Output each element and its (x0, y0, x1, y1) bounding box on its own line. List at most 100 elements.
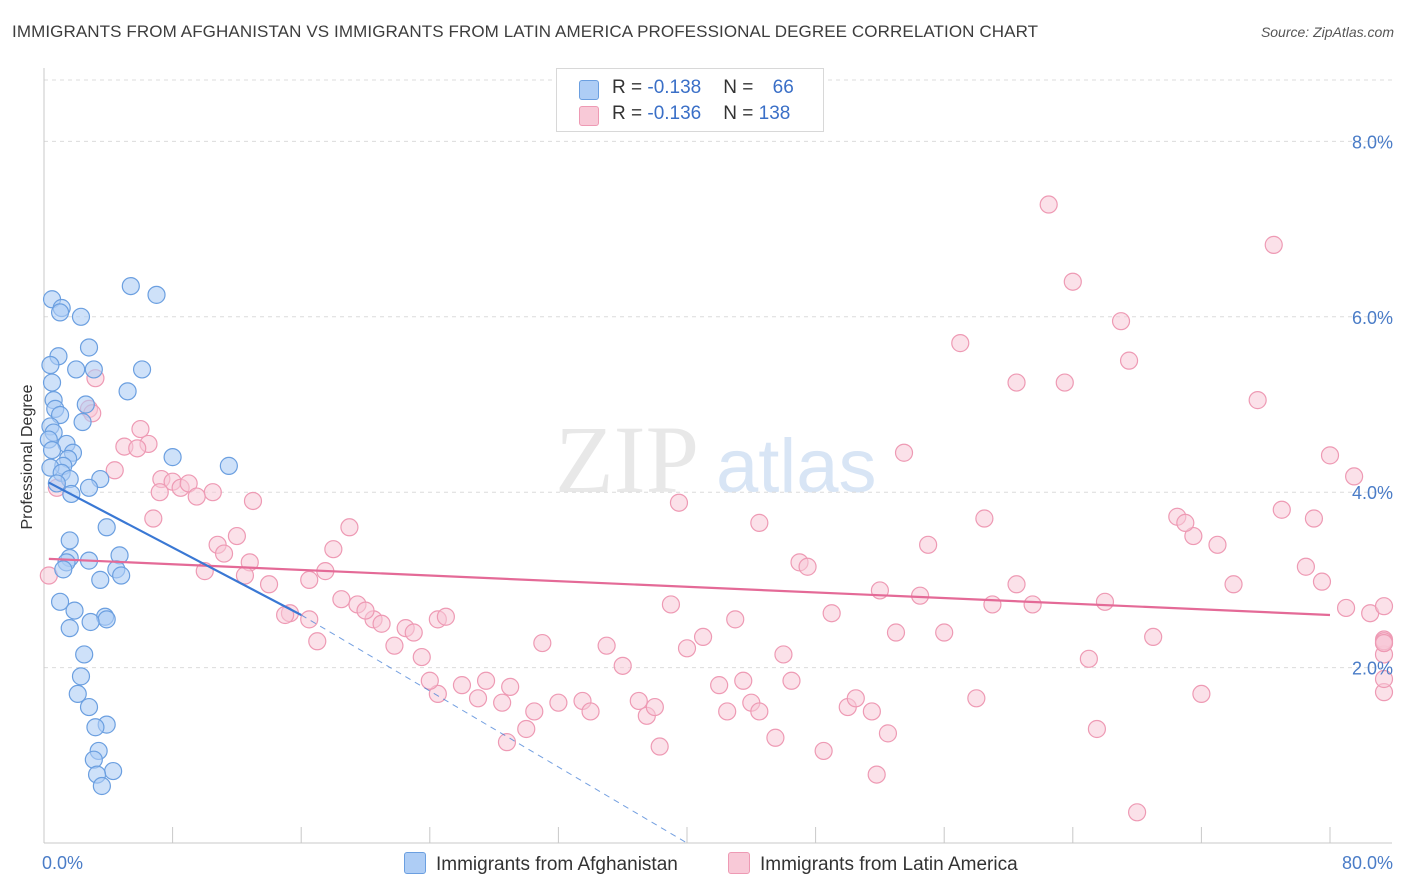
latin-america-point (179, 474, 198, 493)
legend-n-value: 138 (758, 103, 791, 124)
latin-america-point (1095, 592, 1115, 611)
latin-america-point (798, 557, 817, 576)
latin-america-point (1119, 351, 1139, 370)
afghanistan-point (75, 645, 94, 664)
watermark: ZIP atlas (555, 406, 877, 513)
afghanistan-point (163, 448, 182, 467)
latin-america-point (975, 509, 994, 528)
afghanistan-point (50, 592, 70, 611)
latin-america-point (436, 607, 455, 626)
latin-america-point (356, 601, 375, 620)
latin-america-point (227, 526, 246, 546)
latin-america-point (340, 518, 359, 537)
x-tick-labels: 0.0% 80.0% (42, 853, 1393, 873)
latin-america-point (951, 334, 970, 353)
latin-america-point (525, 702, 544, 721)
latin-america-points (39, 195, 1394, 822)
bottom-legend-latin-america: Immigrants from Latin America (728, 852, 1018, 876)
latin-america-point (476, 671, 496, 690)
latin-america-point (782, 671, 801, 690)
latin-america-point (1111, 312, 1131, 331)
latin-america-point (1374, 597, 1394, 616)
afghanistan-trend-extension (300, 614, 688, 844)
afghanistan-point (112, 566, 131, 585)
latin-america-point (1063, 272, 1082, 291)
latin-america-point (693, 627, 713, 647)
x-tick-label-max: 80.0% (1342, 853, 1393, 873)
legend-swatch-latin-america (579, 106, 599, 126)
latin-america-point (613, 656, 632, 675)
bottom-legend-label-latin-america: Immigrants from Latin America (760, 854, 1018, 875)
latin-america-point (1039, 195, 1058, 214)
latin-america-point (878, 724, 898, 743)
latin-america-point (1272, 500, 1291, 519)
afghanistan-point (97, 518, 116, 537)
legend-stats-afghanistan: R = -0.138 N = 66 (612, 77, 794, 99)
latin-america-point (750, 513, 769, 532)
bottom-legend-swatch-afghanistan (404, 852, 426, 874)
afghanistan-point (147, 285, 166, 304)
afghanistan-point (73, 412, 92, 432)
afghanistan-point (118, 382, 137, 401)
latin-america-point (1296, 557, 1315, 576)
bottom-legend-label-afghanistan: Immigrants from Afghanistan (436, 854, 678, 875)
afghanistan-point (65, 601, 84, 620)
latin-america-point (645, 697, 664, 717)
bottom-legend-swatch-latin-america (728, 852, 750, 874)
latin-america-point (886, 623, 906, 642)
latin-america-point (814, 741, 833, 761)
source-credit: Source: ZipAtlas.com (1260, 24, 1394, 40)
legend-swatch-afghanistan (579, 80, 599, 100)
legend-row-afghanistan: R = -0.138 N = 66 (557, 75, 823, 103)
legend-n-label: N = (723, 103, 759, 124)
latin-america-point (1304, 509, 1324, 528)
latin-america-point (669, 493, 689, 512)
latin-america-point (324, 540, 343, 559)
latin-america-point (517, 719, 536, 739)
latin-america-point (935, 623, 954, 642)
latin-america-point (1208, 535, 1227, 554)
latin-america-point (468, 689, 488, 708)
latin-america-point (493, 693, 512, 712)
latin-america-point (452, 676, 472, 695)
latin-america-point (661, 595, 681, 614)
latin-america-point (967, 689, 986, 708)
latin-america-point (1007, 575, 1026, 594)
legend-n-label: N = (723, 77, 759, 98)
afghanistan-trend-line (48, 481, 302, 616)
afghanistan-point (60, 619, 79, 638)
y-tick-label: 4.0% (1352, 483, 1393, 503)
correlation-legend: R = -0.138 N = 66 R = -0.136 N = 138 (556, 68, 824, 132)
latin-america-point (919, 535, 938, 554)
latin-america-point (1184, 526, 1203, 546)
latin-america-point (533, 633, 552, 653)
watermark-atlas: atlas (716, 424, 877, 509)
latin-america-point (1055, 373, 1074, 392)
afghanistan-point (76, 395, 95, 414)
latin-america-point (597, 636, 616, 655)
afghanistan-point (79, 338, 99, 357)
latin-america-point (497, 733, 517, 752)
afghanistan-point (132, 360, 152, 379)
latin-america-point (1224, 575, 1243, 594)
latin-america-point (1264, 235, 1283, 254)
latin-america-point (214, 544, 234, 563)
latin-america-point (385, 636, 404, 655)
chart-title: IMMIGRANTS FROM AFGHANISTAN VS IMMIGRANT… (12, 22, 1039, 41)
x-tick-label-min: 0.0% (42, 853, 83, 873)
afghanistan-point (71, 307, 91, 326)
latin-america-point (629, 691, 648, 711)
afghanistan-point (79, 478, 99, 497)
latin-america-point (822, 604, 841, 623)
latin-america-point (1320, 446, 1340, 465)
afghanistan-point (60, 531, 79, 550)
afghanistan-point (47, 474, 66, 493)
latin-america-point (1192, 684, 1211, 704)
latin-america-point (300, 610, 319, 629)
afghanistan-point (92, 776, 111, 796)
latin-america-point (1312, 572, 1332, 591)
legend-n-value: 66 (772, 77, 794, 98)
afghanistan-point (54, 560, 73, 579)
latin-america-point (1374, 669, 1394, 689)
